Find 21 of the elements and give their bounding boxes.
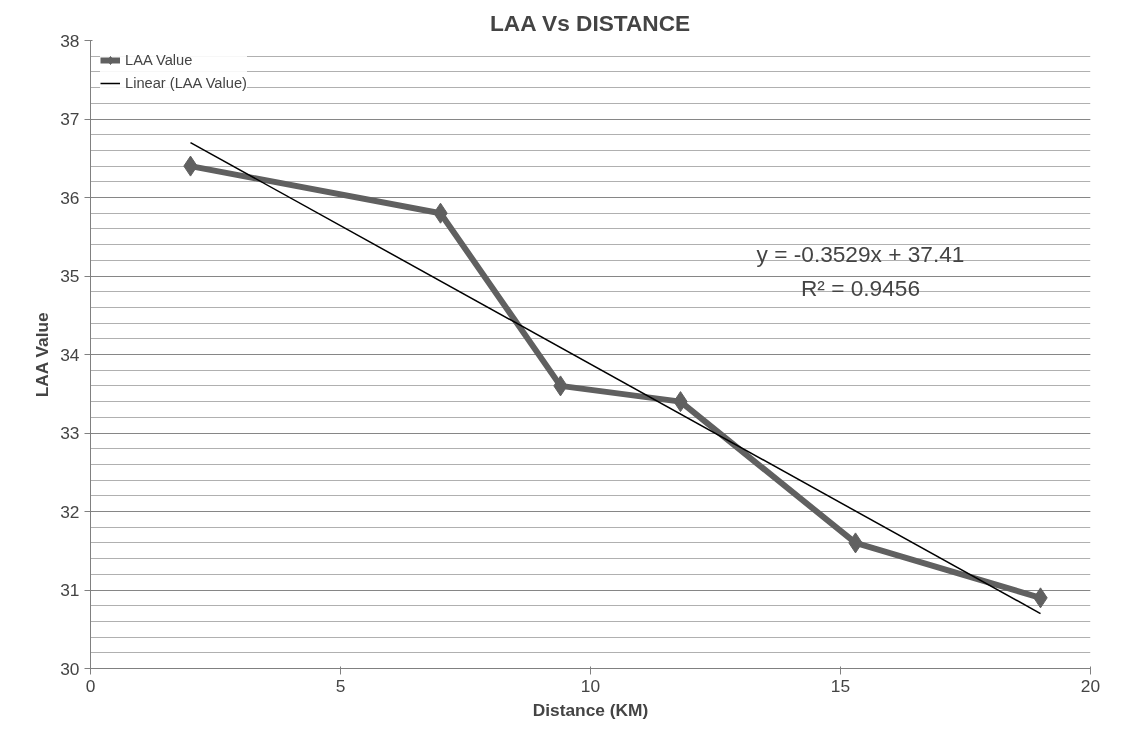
y-tick-label: 33 (60, 423, 80, 443)
legend-label: Linear (LAA Value) (125, 75, 247, 91)
y-tick-label: 35 (60, 266, 80, 286)
x-axis-title: Distance (KM) (532, 699, 649, 720)
y-tick-label: 30 (60, 658, 80, 679)
y-axis-title: LAA Value (32, 311, 53, 398)
x-tick-label: 20 (1080, 675, 1101, 696)
x-tick-label: 5 (335, 675, 346, 696)
x-tick-label: 0 (85, 675, 96, 696)
x-tick-label: 15 (830, 675, 851, 696)
annotation: y = -0.3529x + 37.41 (756, 240, 965, 267)
y-tick-label: 37 (60, 109, 80, 129)
chart-title: LAA Vs DISTANCE (490, 9, 691, 36)
y-tick-label: 31 (60, 580, 80, 600)
y-tick-label: 38 (60, 30, 80, 51)
y-tick-label: 36 (60, 187, 80, 208)
y-tick-label: 34 (60, 344, 80, 365)
y-tick-label: 32 (60, 501, 80, 522)
legend-label: LAA Value (125, 52, 193, 68)
annotation: R² = 0.9456 (800, 275, 921, 302)
x-tick-label: 10 (580, 675, 601, 696)
